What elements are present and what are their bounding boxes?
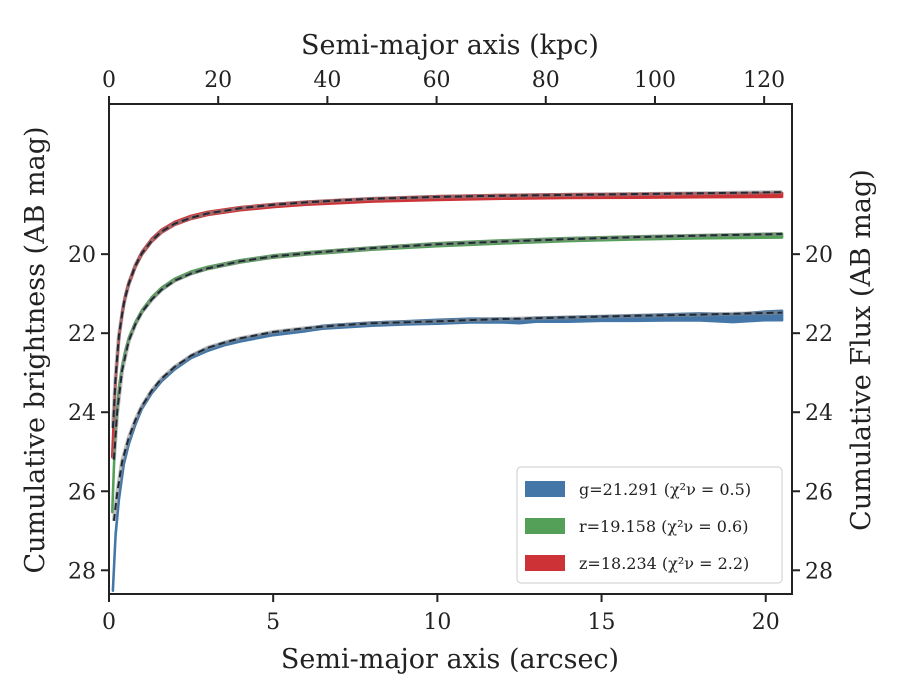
legend-label-1: r=19.158 (χ²ν = 0.6) [579,517,748,536]
legend: g=21.291 (χ²ν = 0.5) r=19.158 (χ²ν = 0.6)… [516,466,783,584]
x-axis-title: Semi-major axis (arcsec) [281,644,619,675]
top-x-axis-title: Semi-major axis (kpc) [301,30,599,61]
axis-ticks: 0 5 10 15 20 0 20 40 60 80 100 120 20 20 22 22 24 24 26 26 2… [68,68,833,635]
right-y-tick-label: 20 [805,243,833,268]
legend-swatch-1 [525,518,565,534]
y-tick-label: 20 [68,243,96,268]
x-tick-label: 10 [423,610,451,635]
x-tick-label: 5 [266,610,280,635]
series-band-2 [111,191,784,459]
legend-label-2: z=18.234 (χ²ν = 2.2) [579,554,749,573]
top-x-tick-label: 60 [423,68,451,93]
plot-frame [108,103,793,595]
legend-box [516,466,783,584]
top-x-tick-label: 20 [204,68,232,93]
top-x-tick-label: 40 [313,68,341,93]
top-x-tick-label: 0 [102,68,116,93]
top-x-tick-label: 100 [634,68,676,93]
legend-swatch-2 [525,555,565,571]
plot-border [108,103,793,595]
top-x-tick-label: 120 [743,68,785,93]
x-tick-label: 15 [588,610,616,635]
y-tick-label: 28 [68,559,96,584]
right-y-tick-label: 24 [805,401,833,426]
y-axis-title: Cumulative brightness (AB mag) [20,126,51,573]
right-y-tick-label: 22 [805,322,833,347]
y-tick-label: 24 [68,401,96,426]
model-line-halo-2 [110,190,783,429]
right-y-tick-label: 28 [805,559,833,584]
right-y-axis-title: Cumulative Flux (AB mag) [846,169,877,531]
right-y-tick-label: 26 [805,480,833,505]
model-line-2 [111,191,783,429]
top-x-tick-label: 80 [532,68,560,93]
x-tick-label: 20 [752,610,780,635]
x-tick-label: 0 [102,610,116,635]
y-tick-label: 26 [68,480,96,505]
legend-label-0: g=21.291 (χ²ν = 0.5) [579,480,751,499]
model-line-0 [112,311,783,522]
y-tick-label: 22 [68,322,96,347]
model-lines [110,190,783,522]
legend-swatch-0 [525,481,565,497]
model-line-1 [112,233,783,460]
